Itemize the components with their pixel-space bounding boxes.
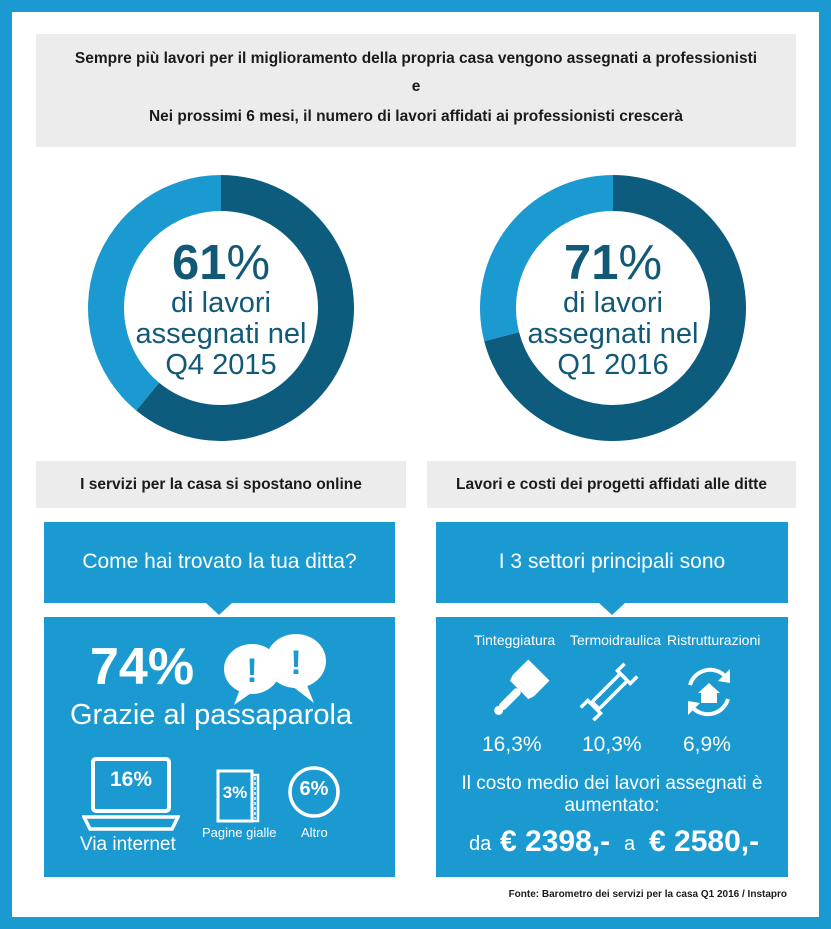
main-percent: 74% [90,638,195,696]
donut-line-2: assegnati nel [527,318,699,350]
altro-label: Altro [301,825,328,840]
donut-segment-rest [88,175,221,411]
cost-from-word: da [469,833,492,855]
header-box: Sempre più lavori per il miglioramento d… [36,34,796,147]
donut-segment-main [136,175,354,441]
yellow-pages-value: 3% [222,783,248,802]
sector-value-painting: 16,3% [482,733,542,756]
percent-sign: % [618,236,663,290]
house-refresh-icon [688,667,730,717]
svg-text:!: ! [246,652,257,690]
svg-text:!: ! [290,644,301,682]
yellow-pages-label: Pagine gialle [202,825,277,840]
speech-bubbles-icon: ! ! [224,634,326,705]
donut-value: 71 [563,236,619,290]
altro-value: 6% [299,778,329,800]
donut-chart-q1-2016 [480,175,746,441]
donut-segment-rest [480,175,613,342]
donut-label-q1-2016: 71% di lavori assegnati nel Q1 2016 [493,238,733,381]
left-section-title: I servizi per la casa si spostano online [36,461,406,508]
donut-label-q4-2015: 61% di lavori assegnati nel Q4 2015 [101,238,341,381]
paint-brush-icon [494,659,550,715]
sector-value-renovation: 6,9% [683,733,731,756]
right-question-text: I 3 settori principali sono [498,550,726,573]
sector-name-plumbing: Termoidraulica [570,632,662,648]
cost-to-value: € 2580,- [649,825,760,858]
donut-line-1: di lavori [171,287,271,319]
right-stats-box: Tinteggiatura Termoidraulica Ristruttura… [436,617,788,877]
donut-chart-q4-2015 [88,175,354,441]
right-section-title: Lavori e costi dei progetti affidati all… [427,461,796,508]
header-line-3: Nei prossimi 6 mesi, il numero di lavori… [148,108,684,125]
right-question-box: I 3 settori principali sono [436,522,788,603]
internet-label: Via internet [80,834,176,855]
left-question-box: Come hai trovato la tua ditta? [44,522,395,603]
donut-line-3: Q1 2016 [557,349,669,381]
source-footnote: Fonte: Barometro dei servizi per la casa… [508,889,787,900]
sector-name-renovation: Ristrutturazioni [667,632,761,648]
donut-line-3: Q4 2015 [165,349,277,381]
yellow-pages-icon [216,769,260,823]
wrench-icon [579,662,639,722]
cost-from-value: € 2398,- [500,825,611,858]
header-line-1: Sempre più lavori per il miglioramento d… [74,50,758,67]
donut-value: 61 [171,236,227,290]
sector-value-plumbing: 10,3% [582,733,642,756]
circle-icon [288,766,340,818]
left-question-text: Come hai trovato la tua ditta? [82,550,357,573]
cost-to-word: a [624,833,636,855]
left-question-notch [206,603,232,615]
internet-value: 16% [109,768,153,791]
cost-line-2: aumentato: [564,795,660,816]
sector-name-painting: Tinteggiatura [474,632,556,648]
main-label: Grazie al passaparola [70,699,353,731]
donut-line-1: di lavori [563,287,663,319]
donut-line-2: assegnati nel [135,318,307,350]
right-question-notch [599,603,625,615]
laptop-icon [82,757,180,831]
left-stats-box: 74% ! ! Grazie al passaparola 16% Via in… [44,617,395,877]
cost-line-1: Il costo medio dei lavori assegnati è [461,773,763,794]
percent-sign: % [226,236,271,290]
header-line-2: e [411,78,421,95]
